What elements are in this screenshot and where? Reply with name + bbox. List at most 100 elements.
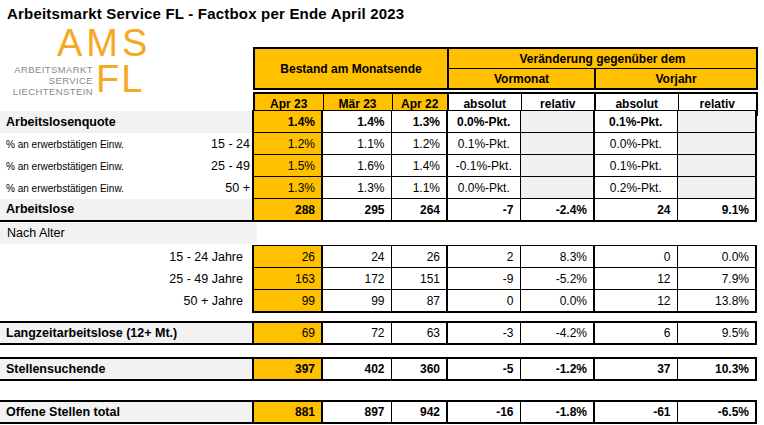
table-header: Bestand am Monatsende Veränderung gegenü… <box>253 47 758 116</box>
logo-line-arbeitsmarkt: ARBEITSMARKT <box>0 64 93 75</box>
value-cell <box>677 133 756 155</box>
logo-line-liechtenstein: LIECHTENSTEIN <box>0 86 93 97</box>
value-cell: 9.5% <box>677 322 756 344</box>
data-table: Offene Stellen total881897942-16-1.8%-61… <box>0 400 757 424</box>
value-cell: 26 <box>391 246 447 268</box>
value-cell <box>520 111 594 133</box>
table-row: Stellensuchende397402360-5-1.2%3710.3% <box>0 358 756 380</box>
row-label: % an erwerbstätigen Einw.15 - 24 <box>0 133 253 155</box>
value-cell: -3 <box>447 322 520 344</box>
value-cell: -7 <box>447 199 520 222</box>
row-sublabel: % an erwerbstätigen Einw. <box>6 139 124 150</box>
table-row: Langzeitarbeitslose (12+ Mt.)697263-3-4.… <box>0 322 756 344</box>
table-row: % an erwerbstätigen Einw.25 - 491.5%1.6%… <box>0 155 756 177</box>
value-cell: 1.3% <box>253 177 322 199</box>
table-row: 25 - 49 Jahre163172151-9-5.2%127.9% <box>0 268 756 290</box>
value-cell: 1.3% <box>322 177 391 199</box>
header-veraenderung: Veränderung gegenüber dem <box>448 48 757 69</box>
value-cell: -16 <box>447 401 520 423</box>
header-bestand: Bestand am Monatsende <box>254 48 448 89</box>
value-cell: 0.1%-Pkt. <box>447 133 520 155</box>
table-row: 15 - 24 Jahre26242628.3%00.0% <box>0 246 756 268</box>
value-cell: 1.1% <box>391 177 447 199</box>
logo-ams-text: AMS <box>57 24 151 62</box>
value-cell: 0.1%-Pkt. <box>594 155 677 177</box>
row-label: Arbeitslose <box>0 199 253 222</box>
row-label: Stellensuchende <box>0 358 253 380</box>
value-cell: 295 <box>322 199 391 222</box>
value-cell <box>677 155 756 177</box>
value-cell <box>520 155 594 177</box>
value-cell: -0.1%-Pkt. <box>447 155 520 177</box>
value-cell: 0.0%-Pkt. <box>447 177 520 199</box>
data-table: Arbeitslosenquote1.4%1.4%1.3%0.0%-Pkt.0.… <box>0 110 757 222</box>
value-cell: 37 <box>594 358 677 380</box>
table-row: % an erwerbstätigen Einw.15 - 241.2%1.1%… <box>0 133 756 155</box>
value-cell: 942 <box>391 401 447 423</box>
value-cell: 12 <box>594 268 677 290</box>
value-cell: 12 <box>594 290 677 313</box>
value-cell: 2 <box>447 246 520 268</box>
row-label-group: % an erwerbstätigen Einw.25 - 49 <box>6 159 250 173</box>
logo-wordmark: ARBEITSMARKT SERVICE LIECHTENSTEIN <box>0 64 93 97</box>
spacer <box>0 381 764 400</box>
row-label: Offene Stellen total <box>0 401 253 423</box>
factbox-body: Arbeitslosenquote1.4%1.4%1.3%0.0%-Pkt.0.… <box>0 110 764 424</box>
value-cell: 1.3% <box>391 111 447 133</box>
row-label: % an erwerbstätigen Einw. 50 + <box>0 177 253 199</box>
value-cell: 1.6% <box>322 155 391 177</box>
row-label: 50 + Jahre <box>0 290 253 313</box>
value-cell: -4.2% <box>520 322 594 344</box>
data-table: Langzeitarbeitslose (12+ Mt.)697263-3-4.… <box>0 321 757 345</box>
table-row: Offene Stellen total881897942-16-1.8%-61… <box>0 401 756 423</box>
header-vorjahr: Vorjahr <box>595 69 757 90</box>
value-cell: 1.4% <box>253 111 322 133</box>
header-group-table: Bestand am Monatsende Veränderung gegenü… <box>253 47 758 90</box>
value-cell: 172 <box>322 268 391 290</box>
section-band-nach-alter: Nach Alter <box>0 223 257 244</box>
row-age-range: 50 + <box>225 181 250 195</box>
value-cell: 72 <box>322 322 391 344</box>
ams-fl-logo: AMS ARBEITSMARKT SERVICE LIECHTENSTEIN F… <box>0 24 250 106</box>
row-sublabel: % an erwerbstätigen Einw. <box>6 183 124 194</box>
table-row: Arbeitslose288295264-7-2.4%249.1% <box>0 199 756 222</box>
value-cell: -2.4% <box>520 199 594 222</box>
value-cell: 1.5% <box>253 155 322 177</box>
value-cell: 163 <box>253 268 322 290</box>
row-label: Arbeitslosenquote <box>0 111 253 133</box>
value-cell: 13.8% <box>677 290 756 313</box>
value-cell: 0.0% <box>520 290 594 313</box>
value-cell: 0.0%-Pkt. <box>594 133 677 155</box>
value-cell: -5.2% <box>520 268 594 290</box>
data-table: 15 - 24 Jahre26242628.3%00.0%25 - 49 Jah… <box>0 245 757 313</box>
value-cell: 1.2% <box>391 133 447 155</box>
value-cell: -1.2% <box>520 358 594 380</box>
value-cell: 0.0% <box>677 246 756 268</box>
value-cell: 9.1% <box>677 199 756 222</box>
value-cell: 0 <box>447 290 520 313</box>
value-cell: 10.3% <box>677 358 756 380</box>
value-cell: 1.2% <box>253 133 322 155</box>
value-cell: 1.4% <box>322 111 391 133</box>
value-cell: 26 <box>253 246 322 268</box>
value-cell: 24 <box>594 199 677 222</box>
value-cell: 1.4% <box>391 155 447 177</box>
row-label: 25 - 49 Jahre <box>0 268 253 290</box>
table-row: % an erwerbstätigen Einw.50 +1.3%1.3%1.1… <box>0 177 756 199</box>
value-cell: 0.1%-Pkt. <box>594 111 677 133</box>
row-label-group: % an erwerbstätigen Einw. 50 + <box>6 181 250 195</box>
value-cell: 0.0%-Pkt. <box>447 111 520 133</box>
value-cell: 881 <box>253 401 322 423</box>
value-cell: 397 <box>253 358 322 380</box>
value-cell: 151 <box>391 268 447 290</box>
logo-line-service: SERVICE <box>0 75 93 86</box>
value-cell: 63 <box>391 322 447 344</box>
value-cell <box>520 133 594 155</box>
value-cell: 360 <box>391 358 447 380</box>
value-cell: -1.8% <box>520 401 594 423</box>
value-cell: 1.1% <box>322 133 391 155</box>
value-cell: 264 <box>391 199 447 222</box>
data-table: Stellensuchende397402360-5-1.2%3710.3% <box>0 357 757 381</box>
value-cell: 24 <box>322 246 391 268</box>
row-label: Langzeitarbeitslose (12+ Mt.) <box>0 322 253 344</box>
